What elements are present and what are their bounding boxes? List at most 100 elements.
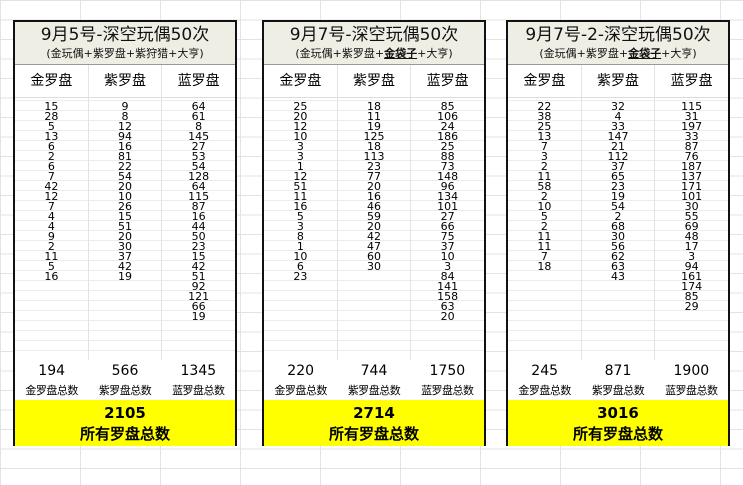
column-header: 紫罗盘 (582, 65, 656, 97)
grand-total-box: 3016 所有罗盘总数 (508, 400, 728, 446)
value-cell: 43 (611, 270, 625, 283)
panel-header: 9月7号-深空玩偶50次 (金玩偶+紫罗盘+金袋子+大亨) (264, 22, 484, 65)
value-cell: 53 (191, 150, 206, 163)
panel-subtitle: (金玩偶+紫罗盘+金袋子+大亨) (508, 47, 728, 61)
value-cell: 8 (296, 230, 304, 243)
value-cell: 77 (367, 170, 381, 183)
value-cell: 64 (191, 100, 206, 113)
value-cell: 11 (44, 250, 59, 263)
value-cell: 12 (293, 170, 308, 183)
totals-row: 220 744 1750 (264, 360, 484, 382)
value-cell: 101 (681, 190, 703, 203)
value-cell: 59 (367, 210, 381, 223)
value-cell: 186 (437, 130, 459, 143)
value-column: 32 4 33 147 21 112 37 65 23 19 54 2 68 30 56 62 63 43 (582, 98, 656, 360)
value-cell: 96 (440, 180, 455, 193)
total-label: 金罗盘总数 (25, 384, 78, 397)
value-cell: 10 (118, 190, 132, 203)
value-cell: 2 (540, 190, 548, 203)
value-cell: 37 (611, 160, 625, 173)
totals-row: 194 566 1345 (15, 360, 235, 382)
column-total: 871 (604, 363, 632, 379)
value-cell: 19 (367, 120, 381, 133)
value-cell: 16 (118, 140, 132, 153)
value-cell: 16 (191, 210, 206, 223)
value-cell: 37 (440, 240, 455, 253)
panel-header: 9月7号-2-深空玩偶50次 (金玩偶+紫罗盘+金袋子+大亨) (508, 22, 728, 65)
value-cell: 11 (537, 230, 552, 243)
value-column: 18 11 19 125 18 113 23 77 20 16 46 59 20 42 47 60 30 (338, 98, 412, 360)
subtitle-part: +大亨) (661, 47, 697, 60)
value-cell: 11 (537, 170, 552, 183)
value-cell: 106 (437, 110, 459, 123)
value-cell: 26 (118, 200, 132, 213)
grand-total-label: 所有罗盘总数 (328, 425, 419, 443)
value-cell: 121 (188, 290, 210, 303)
value-cell: 161 (681, 270, 703, 283)
value-cell: 15 (118, 210, 132, 223)
value-cell: 37 (118, 250, 132, 263)
value-cell: 54 (611, 200, 625, 213)
value-cell: 115 (681, 100, 703, 113)
value-cell: 51 (191, 270, 206, 283)
value-cell: 48 (684, 230, 699, 243)
column-total: 744 (360, 363, 388, 379)
value-column: 25 20 12 10 3 3 1 12 51 11 16 5 3 8 1 10 6 23 (264, 98, 338, 360)
value-cell: 20 (293, 110, 308, 123)
value-cell: 31 (684, 110, 699, 123)
value-cell: 44 (191, 220, 206, 233)
value-cell: 54 (118, 170, 132, 183)
total-labels-row: 金罗盘总数 紫罗盘总数 蓝罗盘总数 (508, 382, 728, 400)
value-cell: 11 (537, 240, 552, 253)
value-cell: 58 (537, 180, 552, 193)
value-cell: 141 (437, 280, 459, 293)
value-cell: 5 (296, 210, 304, 223)
column-total: 1900 (673, 363, 710, 379)
subtitle-part: (金玩偶+紫罗盘+ (539, 47, 629, 60)
value-cell: 3 (688, 250, 696, 263)
value-cell: 134 (437, 190, 459, 203)
total-label: 紫罗盘总数 (98, 384, 152, 397)
total-label: 蓝罗盘总数 (665, 384, 718, 397)
value-cell: 29 (684, 300, 699, 313)
value-cell: 61 (191, 110, 206, 123)
value-cell: 112 (607, 150, 629, 163)
panel-subtitle: (金玩偶+紫罗盘+金袋子+大亨) (264, 47, 484, 61)
value-cell: 24 (440, 120, 455, 133)
grand-total-label: 所有罗盘总数 (79, 425, 170, 443)
value-cell: 9 (47, 230, 55, 243)
value-cell: 30 (367, 260, 381, 273)
total-labels-row: 金罗盘总数 紫罗盘总数 蓝罗盘总数 (15, 382, 235, 400)
value-cell: 63 (440, 300, 455, 313)
value-cell: 85 (684, 290, 699, 303)
value-cell: 6 (296, 260, 304, 273)
value-cell: 88 (440, 150, 455, 163)
value-cell: 101 (437, 200, 459, 213)
values-area: 25 20 12 10 3 3 1 12 51 11 16 5 3 8 1 10 6 23 18 11 19 125 18 1… (264, 98, 484, 360)
value-cell: 20 (118, 230, 132, 243)
values-area: 15 28 5 13 6 2 6 7 42 12 7 4 4 9 2 11 5 16 9 8 12 94 16 81 22 54 2… (15, 98, 235, 360)
subtitle-highlight: 金袋子 (628, 47, 662, 60)
value-cell: 33 (611, 120, 625, 133)
value-column: 64 61 8 145 27 53 54 128 64 115 87 16 44 50 23 15 42 51 92… (162, 98, 235, 360)
value-cell: 10 (293, 130, 308, 143)
column-total: 1750 (429, 363, 466, 379)
value-cell: 197 (681, 120, 703, 133)
value-cell: 50 (191, 230, 206, 243)
value-cell: 174 (681, 280, 703, 293)
panel-header: 9月5号-深空玩偶50次 (金玩偶+紫罗盘+紫狩猎+大亨) (15, 22, 235, 65)
column-header: 紫罗盘 (89, 65, 163, 97)
value-cell: 158 (437, 290, 459, 303)
value-cell: 51 (293, 180, 308, 193)
subtitle-part: +大亨) (417, 47, 453, 60)
value-column: 9 8 12 94 16 81 22 54 20 10 26 15 51 20 30 37 42 19 (89, 98, 163, 360)
value-cell: 9 (121, 100, 129, 113)
value-cell: 75 (440, 230, 455, 243)
value-cell: 51 (118, 220, 132, 233)
value-cell: 30 (611, 230, 625, 243)
grand-total: 2714 (353, 404, 395, 422)
value-cell: 92 (191, 280, 206, 293)
total-label: 紫罗盘总数 (591, 384, 645, 397)
value-cell: 38 (537, 110, 552, 123)
panel-title: 9月5号-深空玩偶50次 (40, 25, 210, 45)
